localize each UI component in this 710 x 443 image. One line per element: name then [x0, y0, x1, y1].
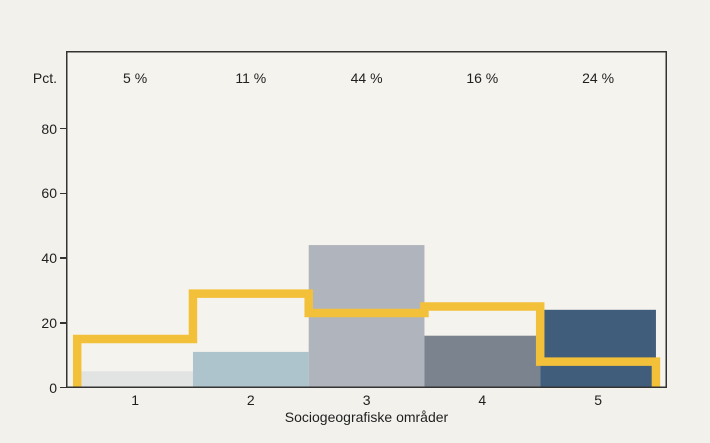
x-tick-label-1: 1 — [131, 392, 139, 408]
plot-area — [66, 51, 667, 388]
bar-area-5 — [540, 309, 656, 388]
y-tick-label-60: 60 — [41, 185, 57, 202]
x-tick-label-2: 2 — [246, 392, 255, 408]
y-tick-80 — [60, 127, 67, 130]
y-tick-label-20: 20 — [41, 314, 57, 331]
y-axis-title: Pct. — [32, 70, 57, 86]
y-tick-0 — [60, 386, 67, 389]
plot-border — [66, 51, 667, 388]
bar-value-label-5: 24 % — [582, 70, 615, 86]
y-tick-20 — [60, 322, 67, 324]
x-axis-title: Sociogeografiske områder — [284, 409, 449, 425]
step-line — [72, 289, 661, 388]
y-tick-label-40: 40 — [41, 250, 57, 266]
y-tick-label-80: 80 — [41, 120, 57, 137]
y-tick-60 — [60, 192, 67, 194]
y-tick-40 — [60, 257, 67, 259]
bar-area-2 — [192, 351, 309, 388]
bar-value-label-4: 16 % — [466, 70, 499, 86]
x-tick-label-3: 3 — [362, 392, 371, 408]
bar-value-label-2: 11 % — [235, 70, 267, 86]
y-tick-label-0: 0 — [49, 379, 57, 396]
bar-area-1 — [77, 371, 193, 388]
bar-area-4 — [424, 335, 541, 388]
x-tick-label-4: 4 — [478, 392, 487, 408]
bar-value-label-1: 5 % — [123, 70, 148, 86]
x-tick-label-5: 5 — [594, 392, 602, 408]
bar-value-label-3: 44 % — [350, 70, 383, 86]
